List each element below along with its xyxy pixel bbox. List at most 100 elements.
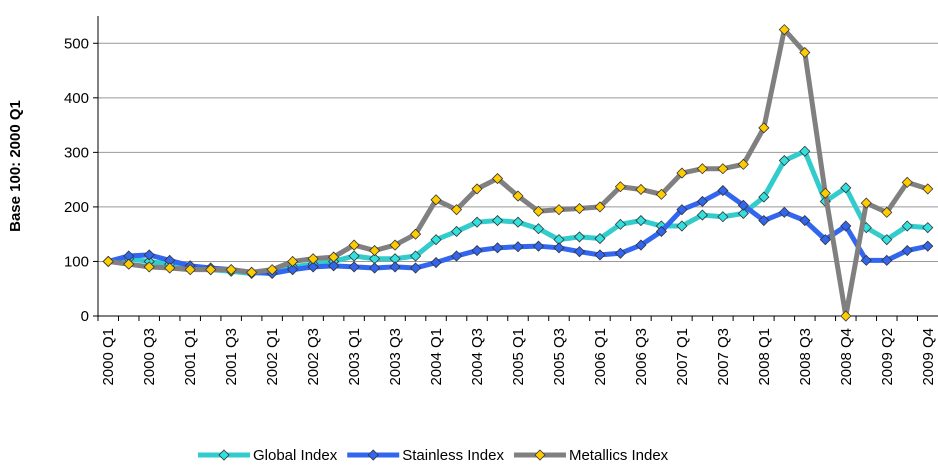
data-point [696,209,708,221]
y-tick-label: 500 [64,35,89,52]
data-point [409,228,422,240]
x-tick-label: 2003 Q3 [387,328,404,386]
data-point [758,122,770,134]
legend-marker [534,449,546,461]
data-point [778,24,790,36]
data-point [450,225,463,238]
data-point [143,249,155,261]
data-point [389,239,401,251]
data-point [102,255,114,268]
data-point [881,206,893,218]
data-point [430,234,442,246]
data-point [819,187,831,199]
data-point [696,163,708,175]
data-point [512,190,524,202]
x-tick-label: 2009 Q4 [920,328,937,386]
data-point [901,220,913,232]
data-point [307,261,319,273]
data-point [901,176,913,188]
data-point [922,183,934,195]
data-point [532,223,545,235]
data-point [922,222,934,234]
data-point [287,255,299,268]
legend: Global Index Stainless Index Metallics Ind… [198,447,669,464]
y-tick-label: 0 [81,308,89,325]
data-point [614,218,627,230]
data-point [328,260,340,272]
data-point [246,266,258,278]
data-point [348,250,360,262]
y-tick-label: 100 [64,253,89,270]
x-tick-label: 2008 Q3 [797,328,814,386]
data-point [450,250,463,262]
y-axis-label: Base 100: 2000 Q1 [7,100,24,232]
data-point [348,239,360,251]
data-point [840,310,852,322]
x-tick-label: 2003 Q1 [346,328,363,386]
x-tick-label: 2000 Q3 [141,328,158,386]
data-point [594,249,606,261]
data-point [717,184,729,197]
data-point [225,264,237,276]
data-point [799,145,811,157]
data-point [491,214,504,227]
data-point [778,154,790,167]
data-point [409,250,422,262]
data-point [471,216,483,228]
data-point [328,251,340,263]
data-point [819,234,831,246]
legend-marker [367,449,379,461]
data-point [573,246,586,258]
x-tick-label: 2008 Q1 [756,328,773,386]
data-point [430,256,442,269]
data-point [205,264,217,276]
data-point [471,183,483,195]
data-point [717,211,729,223]
legend-label: Stainless Index [402,447,504,464]
x-tick-label: 2006 Q1 [592,328,609,386]
data-point [758,191,770,203]
data-point [430,194,442,206]
x-tick-label: 2000 Q1 [100,328,117,386]
data-point [532,240,545,252]
legend-label: Global Index [253,447,338,464]
y-tick-label: 400 [64,90,89,107]
data-point [471,244,483,257]
data-point [758,214,770,227]
data-point [737,158,749,170]
data-point [573,202,586,215]
data-point [266,264,278,276]
data-point [737,199,749,211]
x-tick-label: 2002 Q1 [264,328,281,386]
x-tick-label: 2001 Q3 [223,328,240,386]
data-point [594,201,606,213]
data-point [184,264,196,276]
data-point [901,244,913,257]
data-point [922,240,934,252]
data-point [123,258,135,270]
data-point [737,207,749,220]
data-point [676,204,688,216]
data-point [369,262,381,274]
data-point [614,181,627,193]
data-point [799,46,811,59]
data-point [881,254,893,266]
data-point [860,254,872,266]
data-point [389,261,401,273]
x-tick-label: 2006 Q3 [633,328,650,386]
data-point [594,232,606,245]
data-point [512,241,524,253]
data-point [409,262,422,274]
legend-label: Metallics Index [569,447,669,464]
data-point [696,195,708,208]
x-tick-label: 2005 Q3 [551,328,568,386]
series-line [107,148,928,276]
x-tick-label: 2005 Q1 [510,328,527,386]
data-point [614,247,627,259]
data-point [676,167,688,179]
y-tick-label: 200 [64,199,89,216]
x-tick-label: 2007 Q1 [674,328,691,386]
data-point [450,204,463,216]
data-point [287,264,299,276]
